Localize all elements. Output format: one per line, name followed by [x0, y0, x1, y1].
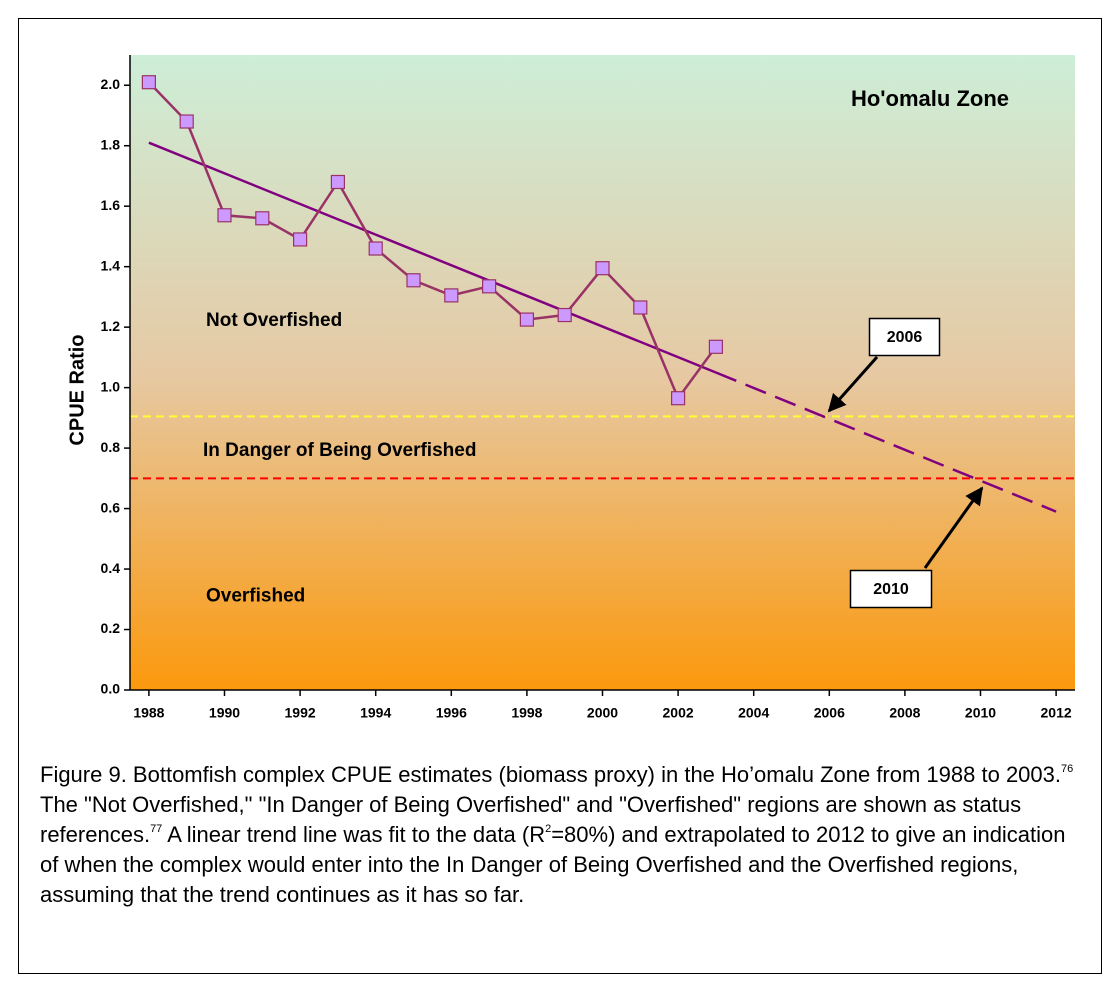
x-tick-label: 1988 — [133, 705, 164, 721]
data-point — [141, 75, 156, 90]
caption-text: The "Not Overfished," "In Danger of Bein… — [40, 792, 1022, 847]
data-point — [217, 208, 232, 223]
caption-text: =80%) and extrapolated to 2012 to give a… — [40, 822, 1066, 907]
data-point — [633, 300, 648, 315]
caption: Figure 9. Bottomfish complex CPUE estima… — [40, 760, 1085, 910]
x-tick-label: 1990 — [209, 705, 240, 721]
data-point — [519, 312, 535, 327]
x-tick-label: 1996 — [436, 705, 467, 721]
x-tick-label: 2008 — [889, 705, 920, 721]
data-point — [444, 288, 459, 303]
data-point — [595, 261, 610, 276]
y-tick-label: 2.0 — [101, 76, 121, 92]
footnote-ref: 77 — [150, 823, 163, 835]
caption-text: A linear trend line was fit to the data … — [162, 822, 546, 847]
zone-label: In Danger of Being Overfished — [203, 440, 476, 461]
annotation-box — [868, 317, 941, 357]
x-tick-label: 2010 — [965, 705, 996, 721]
data-point — [255, 211, 270, 226]
trend-line — [148, 141, 717, 374]
x-tick-label: 1992 — [285, 705, 316, 721]
y-tick-label: 0.6 — [101, 499, 121, 515]
y-tick-label: 0.0 — [101, 681, 121, 697]
data-point — [482, 279, 497, 294]
data-point — [179, 114, 194, 129]
chart-title: Ho'omalu Zone — [851, 86, 1009, 111]
y-tick-label: 1.8 — [101, 136, 121, 152]
y-tick-label: 0.4 — [101, 560, 121, 576]
x-tick-label: 2000 — [587, 705, 618, 721]
data-point — [368, 241, 383, 256]
y-tick-label: 1.4 — [101, 257, 121, 273]
data-point — [293, 232, 308, 247]
data-point — [330, 174, 345, 190]
x-tick-label: 1994 — [360, 705, 391, 721]
data-point — [557, 307, 572, 323]
y-axis-label: CPUE Ratio — [66, 334, 88, 445]
y-tick-label: 0.8 — [101, 439, 121, 455]
y-tick-label: 1.2 — [101, 318, 121, 334]
annotation: 2010 — [873, 581, 909, 598]
annotation-arrow — [827, 356, 879, 413]
y-tick-label: 1.6 — [101, 197, 121, 213]
data-point — [406, 273, 421, 288]
annotation-box — [849, 569, 933, 609]
y-tick-label: 1.0 — [101, 378, 121, 394]
annotation: 2006 — [887, 329, 923, 346]
y-tick-label: 0.2 — [101, 620, 121, 636]
plot-layer: Not Overfished In Danger of Being Overfis… — [101, 55, 1075, 721]
x-tick-label: 2012 — [1041, 705, 1072, 721]
x-tick-label: 2002 — [663, 705, 694, 721]
caption-text: Figure 9. Bottomfish complex CPUE estima… — [40, 762, 1062, 787]
footnote-ref: 76 — [1061, 763, 1074, 775]
superscript: 2 — [545, 823, 552, 835]
data-point — [708, 339, 724, 354]
trend-extrapolation — [715, 371, 1057, 513]
x-tick-label: 2004 — [738, 705, 769, 721]
data-line — [147, 81, 717, 401]
data-point — [670, 391, 686, 406]
x-tick-label: 1998 — [511, 705, 542, 721]
frame — [18, 18, 1102, 974]
annotation-arrow — [923, 486, 984, 569]
x-tick-label: 2006 — [814, 705, 845, 721]
zone-label: Not Overfished — [206, 310, 342, 331]
zone-label: Overfished — [206, 585, 305, 606]
